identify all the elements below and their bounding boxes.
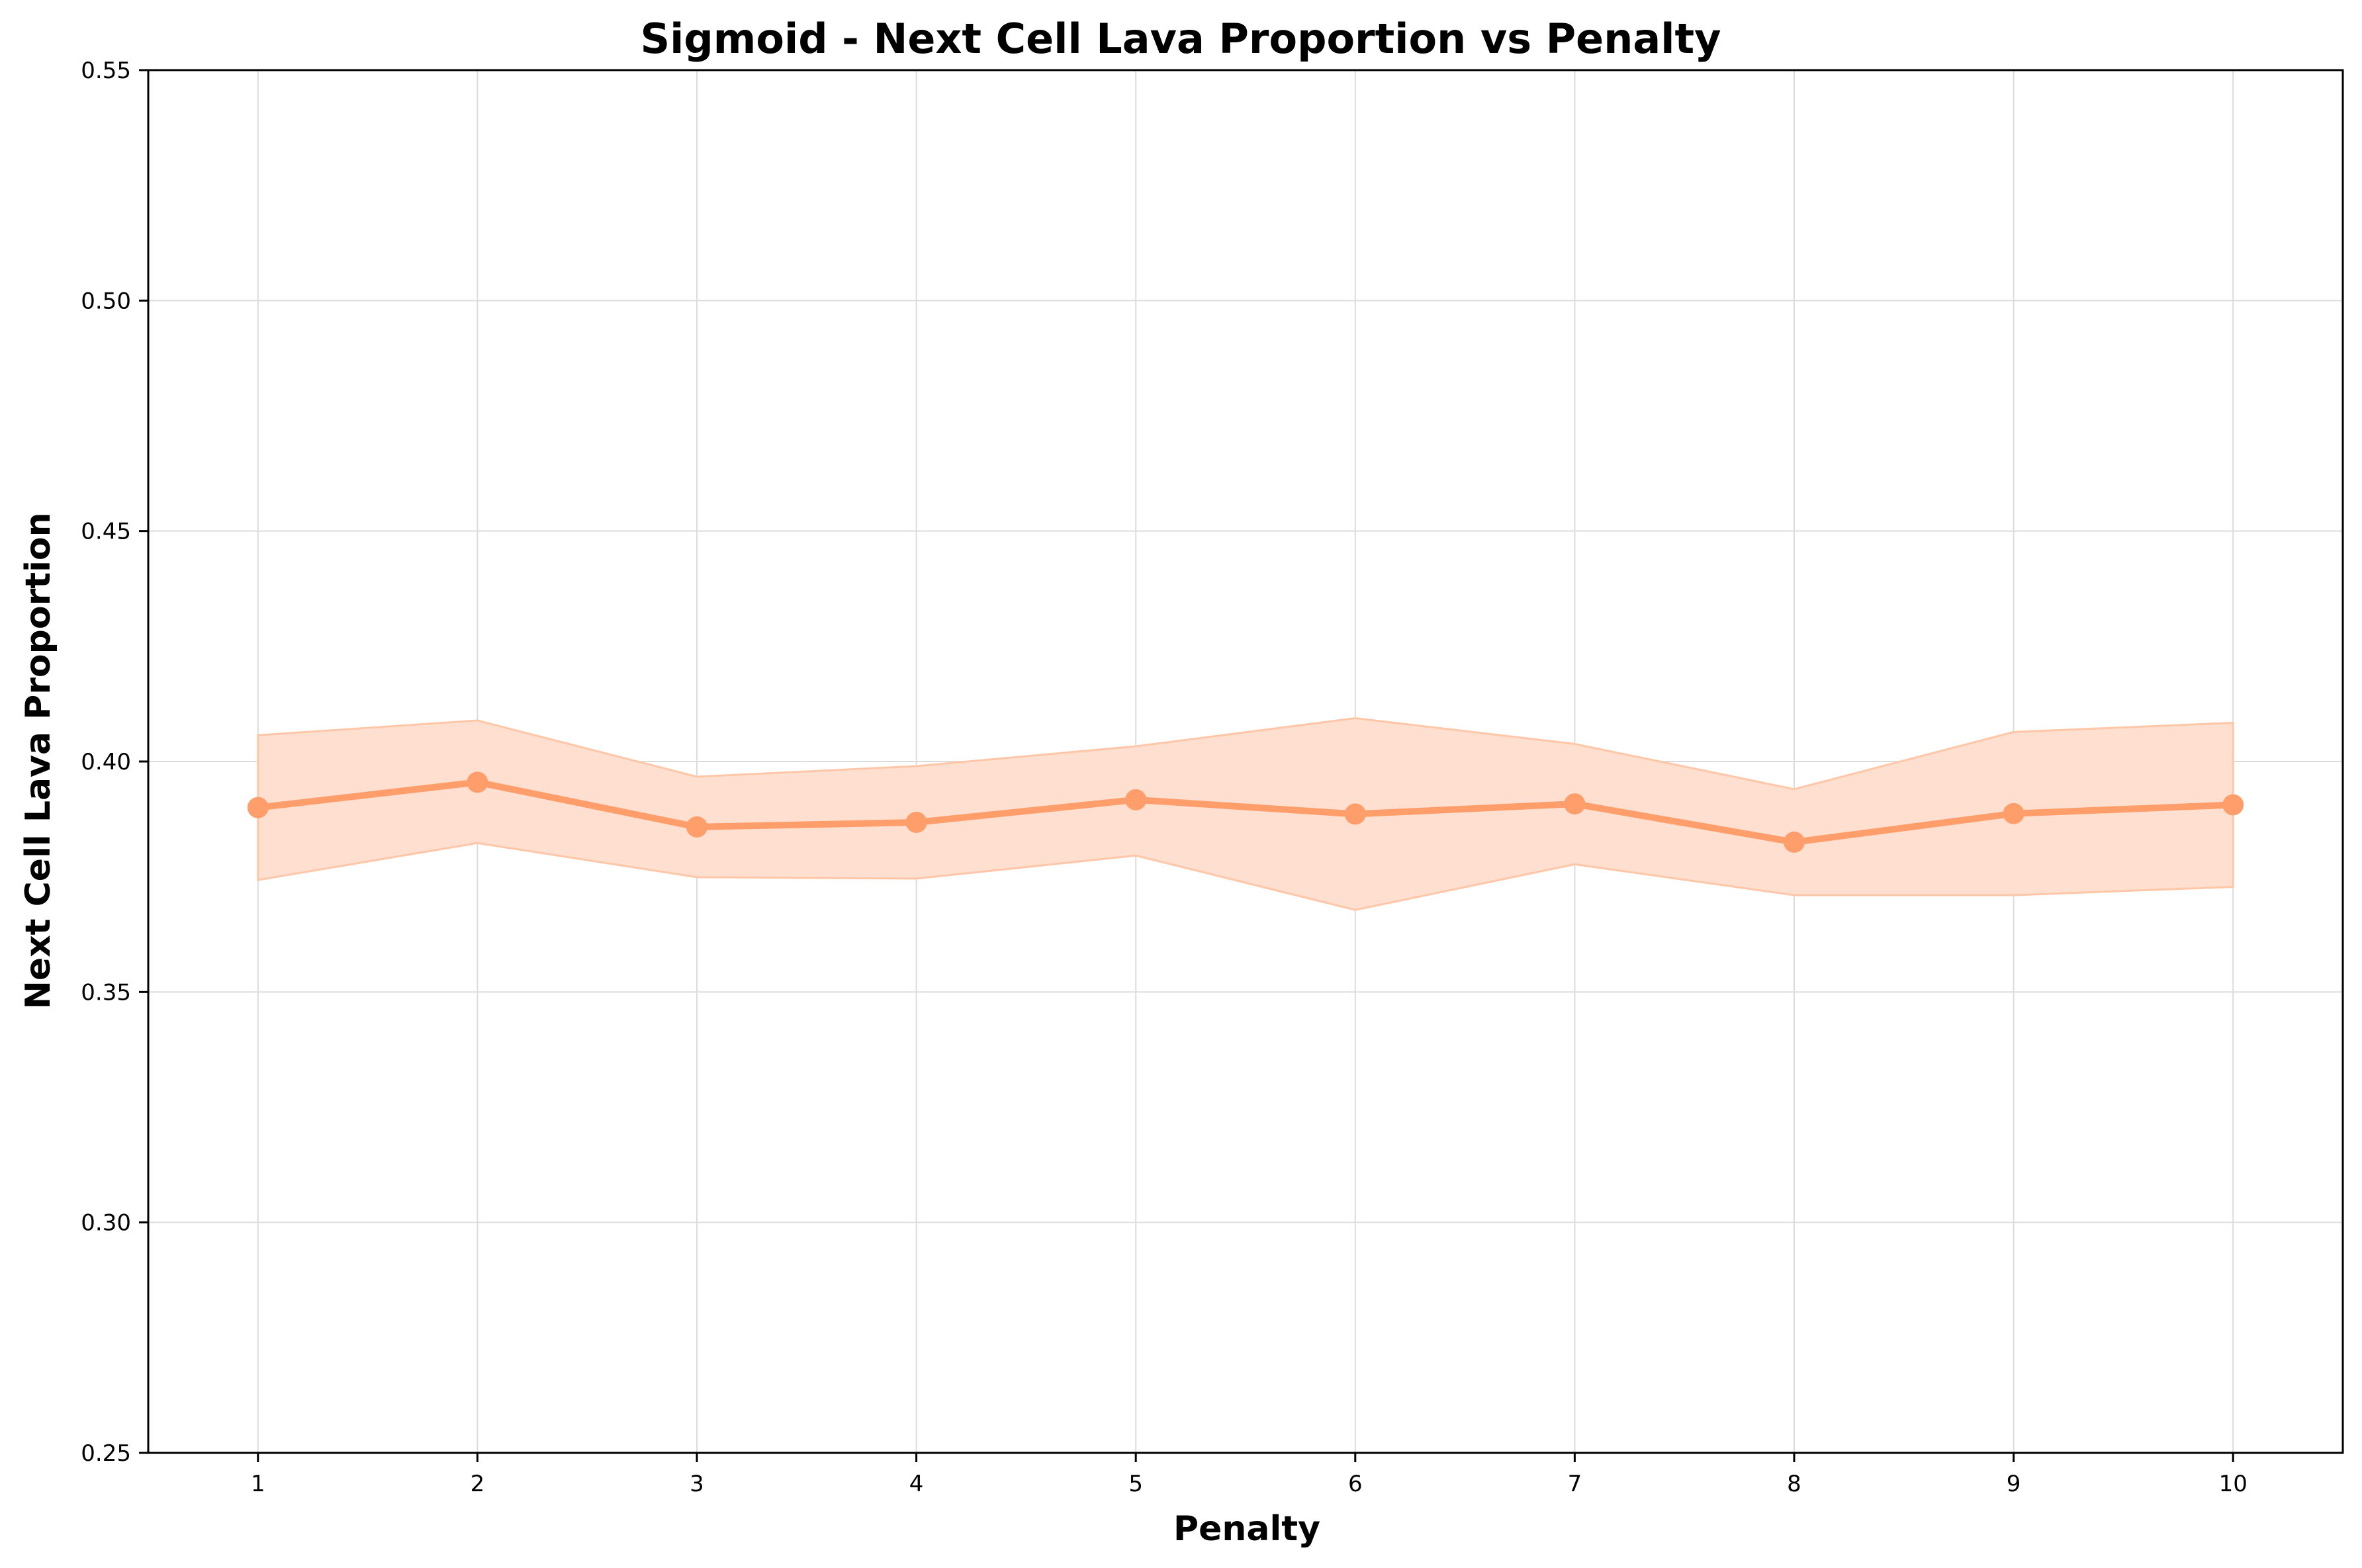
data-point <box>2003 803 2024 824</box>
series-line <box>257 779 2234 846</box>
data-point <box>1784 831 1805 853</box>
data-point <box>1344 803 1366 825</box>
x-tick-label: 9 <box>2007 1471 2021 1497</box>
y-tick-label: 0.30 <box>81 1210 131 1237</box>
x-tick-label: 10 <box>2219 1471 2248 1497</box>
data-point <box>905 811 927 833</box>
y-tick-label: 0.45 <box>81 519 131 545</box>
data-point <box>686 816 707 838</box>
y-tick-label: 0.55 <box>81 58 131 84</box>
data-point <box>247 797 269 818</box>
x-tick-label: 2 <box>471 1471 485 1497</box>
data-points <box>247 771 2244 853</box>
x-tick-label: 6 <box>1348 1471 1363 1497</box>
x-tick-label: 5 <box>1128 1471 1143 1497</box>
data-point <box>1564 793 1586 815</box>
x-tick-label: 7 <box>1568 1471 1582 1497</box>
x-axis-ticks: 1 2 3 4 5 6 7 8 9 10 <box>251 1453 2248 1497</box>
y-tick-label: 0.40 <box>81 749 131 775</box>
y-tick-label: 0.35 <box>81 979 131 1006</box>
x-tick-label: 1 <box>251 1471 265 1497</box>
x-tick-label: 4 <box>909 1471 924 1497</box>
y-tick-label: 0.50 <box>81 288 131 314</box>
data-point <box>467 771 488 793</box>
y-axis-label: Next Cell Lava Proportion <box>19 512 58 1009</box>
y-tick-label: 0.25 <box>81 1440 131 1467</box>
data-point <box>1125 789 1147 810</box>
y-axis-ticks: 0.25 0.30 0.35 0.40 0.45 0.50 0.55 <box>81 58 148 1467</box>
chart-title: Sigmoid - Next Cell Lava Proportion vs P… <box>640 15 1721 63</box>
x-axis-label: Penalty <box>1173 1509 1320 1549</box>
x-tick-label: 3 <box>690 1471 704 1497</box>
data-point <box>2222 794 2244 816</box>
x-tick-label: 8 <box>1787 1471 1801 1497</box>
confidence-band <box>257 717 2234 911</box>
